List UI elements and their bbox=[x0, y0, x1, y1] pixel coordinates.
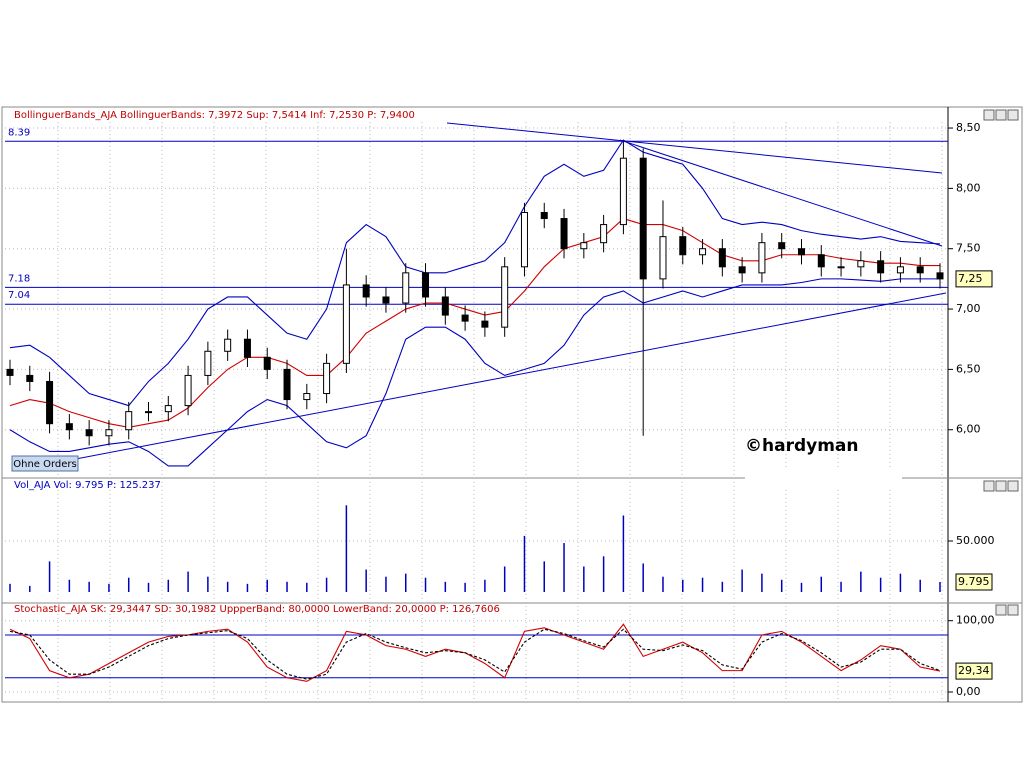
candle-body bbox=[323, 362, 331, 395]
candle-body bbox=[382, 296, 390, 304]
candle-body bbox=[243, 338, 251, 358]
candle-body bbox=[916, 266, 924, 274]
readout-label: 29,34 bbox=[958, 664, 990, 677]
candle-body bbox=[837, 266, 845, 269]
plot: BollinguerBands_AJA BollinguerBands: 7,3… bbox=[5, 110, 995, 698]
candle-body bbox=[85, 429, 93, 437]
candle-body bbox=[263, 356, 271, 370]
candle-body bbox=[164, 405, 172, 413]
candle-body bbox=[342, 284, 350, 364]
trendline bbox=[619, 139, 943, 247]
candle-body bbox=[402, 272, 410, 304]
candle-body bbox=[857, 260, 865, 268]
readout-box bbox=[955, 662, 993, 680]
candle-body bbox=[283, 368, 291, 401]
candle-body bbox=[560, 218, 568, 250]
candle-body bbox=[540, 212, 548, 220]
candle-body bbox=[778, 242, 786, 250]
candle-body bbox=[580, 242, 588, 250]
candle-body bbox=[758, 242, 766, 274]
candle-body bbox=[501, 266, 509, 328]
candle-body bbox=[936, 272, 944, 280]
candle-body bbox=[441, 296, 449, 316]
candle-body bbox=[877, 260, 885, 274]
candle-body bbox=[817, 254, 825, 268]
candle-body bbox=[738, 266, 746, 274]
button-label[interactable]: Ohne Orders bbox=[13, 459, 77, 470]
y-tick-label: 6,00 bbox=[956, 423, 981, 436]
watermark: ©hardyman bbox=[745, 436, 859, 456]
candle-body bbox=[896, 266, 904, 274]
y-tick-label: 0,00 bbox=[956, 685, 981, 698]
button[interactable] bbox=[11, 455, 79, 472]
y-tick-label: 6,50 bbox=[956, 362, 981, 375]
candle-body bbox=[679, 236, 687, 256]
candle-body bbox=[145, 411, 153, 414]
candle-body bbox=[520, 212, 528, 268]
readout-label: 9.795 bbox=[958, 575, 990, 588]
candle-body bbox=[303, 393, 311, 401]
candle-body bbox=[204, 350, 212, 376]
series-line bbox=[9, 628, 941, 680]
trendline bbox=[446, 122, 943, 174]
y-tick-label: 8,50 bbox=[956, 121, 981, 134]
candle-body bbox=[461, 314, 469, 322]
y-tick-label: 7,50 bbox=[956, 242, 981, 255]
candle-body bbox=[659, 236, 667, 280]
y-tick-label: 50.000 bbox=[956, 534, 995, 547]
trendline bbox=[59, 292, 947, 463]
level-label: 7.18 bbox=[8, 273, 30, 284]
candle-body bbox=[26, 374, 34, 382]
candle-body bbox=[125, 411, 133, 431]
candle-body bbox=[639, 157, 647, 280]
grid bbox=[5, 122, 948, 702]
y-tick-label: 8,00 bbox=[956, 181, 981, 194]
candle-body bbox=[422, 272, 430, 298]
candle-body bbox=[797, 248, 805, 256]
y-tick-label: 7,00 bbox=[956, 302, 981, 315]
pane-title: Stochastic_AJA SK: 29,3447 SD: 30,1982 U… bbox=[14, 604, 500, 615]
candle-body bbox=[699, 248, 707, 256]
candle-body bbox=[46, 380, 54, 425]
series-line bbox=[9, 217, 940, 428]
readout-box bbox=[955, 573, 993, 591]
candle-body bbox=[224, 338, 232, 352]
pane-title: BollinguerBands_AJA BollinguerBands: 7,3… bbox=[14, 110, 415, 121]
pane-title: Vol_AJA Vol: 9.795 P: 125.237 bbox=[14, 480, 161, 491]
level-label: 8.39 bbox=[8, 127, 30, 138]
candle-body bbox=[65, 423, 73, 431]
window-buttons bbox=[983, 109, 1019, 616]
level-label: 7.04 bbox=[8, 290, 30, 301]
series-line bbox=[9, 623, 941, 682]
readout-box bbox=[955, 270, 993, 288]
candle-body bbox=[600, 224, 608, 244]
candle-body bbox=[184, 374, 192, 407]
candle-body bbox=[105, 429, 113, 437]
candle-body bbox=[619, 157, 627, 226]
y-tick-label: 100,00 bbox=[956, 614, 995, 627]
candle-body bbox=[6, 368, 14, 376]
candle-body bbox=[362, 284, 370, 298]
readout-label: 7,25 bbox=[958, 272, 983, 285]
series-line bbox=[9, 278, 940, 467]
candle-body bbox=[718, 248, 726, 268]
series-line bbox=[9, 139, 941, 407]
watermark-bg bbox=[745, 468, 902, 488]
candle-body bbox=[481, 320, 489, 328]
